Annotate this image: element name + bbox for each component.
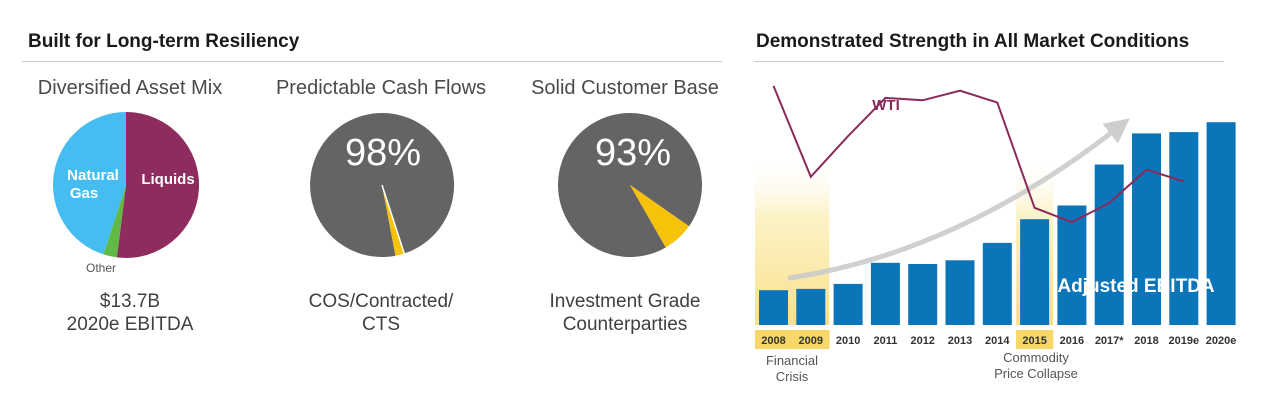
ebitda-bar: [1094, 164, 1124, 325]
x-tick-label: 2017*: [1095, 335, 1124, 347]
x-tick-label: 2008: [761, 335, 785, 347]
ebitda-bar: [833, 283, 863, 325]
ebitda-bar: [1169, 132, 1199, 325]
cash-flows-title: Predictable Cash Flows: [275, 77, 487, 99]
ebitda-label: Adjusted EBITDA: [1057, 276, 1215, 297]
x-label-cell: [829, 330, 867, 349]
x-tick-label: 2010: [836, 335, 860, 347]
x-label-cell: [1128, 330, 1166, 349]
cash-flows-caption-line2: CTS: [362, 314, 400, 335]
x-tick-label: 2019e: [1169, 335, 1200, 347]
liquids-slice: [116, 111, 200, 258]
wti-label: WTI: [872, 97, 900, 114]
other-counterparties-slice: [630, 185, 689, 248]
ebitda-chart: WTI Adjusted EBITDA 2008 2009 2010 2011 2012…: [755, 85, 1240, 384]
asset-mix-title: Diversified Asset Mix: [37, 77, 223, 99]
x-tick-label: 2012: [910, 335, 934, 347]
liquids-label: Liquids: [141, 171, 194, 188]
ebitda-bar: [870, 262, 900, 325]
x-label-cell: [1016, 330, 1054, 349]
ebitda-bar: [1020, 219, 1050, 325]
ebitda-bar: [1132, 133, 1161, 325]
slice-divider-line: [381, 184, 405, 254]
natural-gas-label-line2: Gas: [70, 185, 98, 202]
x-tick-label: 2015: [1022, 335, 1046, 347]
bar-series: [759, 122, 1236, 325]
asset-mix-caption: $13.7B 2020e EBITDA: [10, 290, 250, 336]
right-section-title: Demonstrated Strength in All Market Cond…: [756, 31, 1190, 52]
cash-flows-pie: 98%: [310, 112, 455, 257]
natural-gas-slice: [52, 112, 126, 255]
x-tick-label: 2018: [1134, 335, 1158, 347]
x-tick-label: 2009: [799, 335, 823, 347]
cash-flows-caption: COS/Contracted/ CTS: [261, 290, 501, 336]
other-slice: [103, 185, 126, 258]
commodity-collapse-line1: Commodity: [1003, 350, 1069, 365]
x-label-cell: [978, 330, 1017, 349]
customer-base-caption-line1: Investment Grade: [549, 291, 701, 312]
financial-crisis-line2: Crisis: [776, 369, 809, 384]
ebitda-bar: [1206, 122, 1236, 325]
x-label-cell: [866, 330, 905, 349]
x-label-cell: [1165, 330, 1203, 349]
asset-mix-caption-line2: 2020e EBITDA: [66, 314, 194, 335]
x-label-cell: [792, 330, 830, 349]
asset-mix-caption-line1: $13.7B: [99, 291, 161, 312]
other-label: Other: [86, 261, 116, 275]
cash-flows-caption-line1: COS/Contracted/: [308, 291, 454, 312]
ebitda-bar: [945, 260, 975, 325]
left-section-title: Built for Long-term Resiliency: [28, 31, 300, 52]
growth-trend-arrow: [787, 118, 1130, 281]
x-tick-label: 2016: [1060, 335, 1084, 347]
x-axis-labels: 2008 2009 2010 2011 2012 2013 2014 2015 2016 2017…: [755, 330, 1240, 349]
pies-canvas: Liquids Natural Gas Other 98% 93%: [52, 111, 703, 275]
left-section-divider: [22, 61, 722, 62]
customer-base-caption: Investment Grade Counterparties: [505, 290, 745, 336]
x-label-cell: [904, 330, 942, 349]
customer-base-pie: 93%: [558, 112, 703, 257]
x-label-cell: [1090, 330, 1128, 349]
financial-crisis-line1: Financial: [766, 353, 818, 368]
ebitda-bar: [796, 288, 826, 325]
natural-gas-label-line1: Natural: [67, 167, 119, 184]
x-label-cell: [941, 330, 979, 349]
ebitda-bar: [1057, 205, 1087, 325]
ebitda-bar: [759, 290, 788, 325]
right-section-divider: [754, 61, 1224, 62]
investment-grade-slice: [558, 112, 703, 257]
x-tick-label: 2020e: [1206, 335, 1237, 347]
cash-flows-percent: 98%: [345, 132, 421, 174]
asset-mix-pie: Liquids Natural Gas Other: [52, 111, 200, 275]
x-tick-label: 2011: [873, 335, 897, 347]
commodity-collapse-line2: Price Collapse: [994, 366, 1078, 381]
x-label-cell: [1202, 330, 1240, 349]
customer-base-title: Solid Customer Base: [531, 77, 719, 99]
x-tick-label: 2013: [948, 335, 972, 347]
ebitda-bar: [982, 242, 1012, 325]
customer-base-percent: 93%: [595, 132, 671, 174]
x-label-cell: [755, 330, 793, 349]
x-label-cell: [1053, 330, 1091, 349]
customer-base-caption-line2: Counterparties: [562, 314, 688, 335]
x-tick-label: 2014: [985, 335, 1010, 347]
ebitda-bar: [908, 264, 938, 325]
wti-line: [772, 85, 1185, 224]
